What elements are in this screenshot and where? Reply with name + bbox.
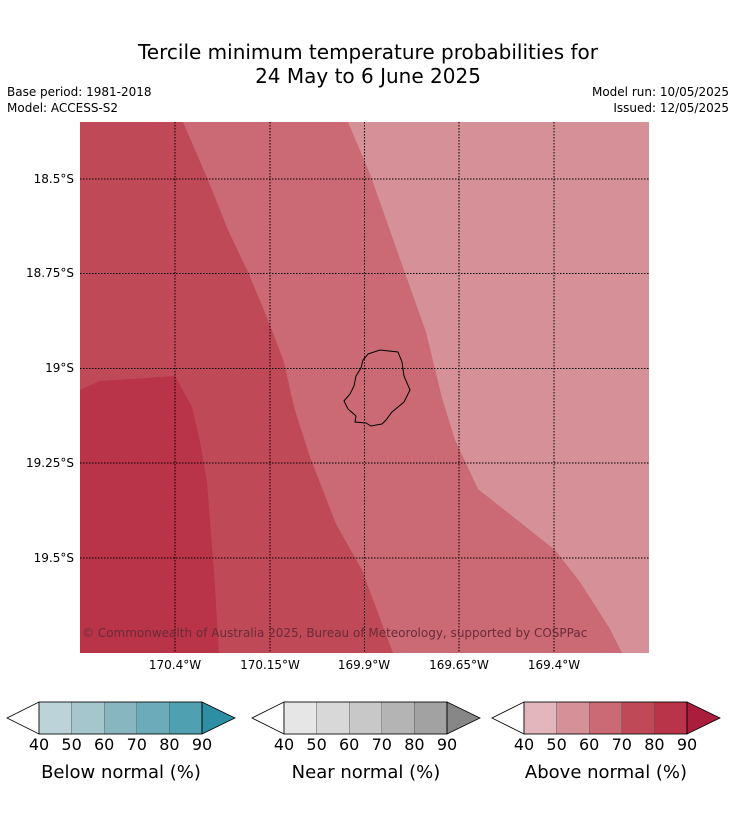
lon-label-170.15W: 170.15°W — [240, 658, 300, 672]
colorbar-below-normal — [6, 701, 236, 735]
lat-label-18.75S: 18.75°S — [26, 266, 74, 280]
lon-label-169.65W: 169.65°W — [429, 658, 489, 672]
below-extend-high — [201, 701, 236, 735]
near-colorbar-frame — [283, 701, 448, 735]
legend-above-normal: Above normal (%) 40 50 60 70 80 90 — [491, 700, 721, 800]
below-tick-60: 60 — [94, 735, 115, 754]
legend-title-above-normal: Above normal (%) — [524, 762, 688, 783]
near-extend-high — [446, 701, 481, 735]
below-segment-80 — [169, 701, 203, 735]
map-title-line-2: 24 May to 6 June 2025 — [255, 64, 481, 88]
near-segment-60 — [348, 701, 382, 735]
colorbar-above-normal — [491, 701, 721, 735]
lon-label-169.4W: 169.4°W — [527, 658, 581, 672]
issued-date: Issued: 12/05/2025 — [613, 101, 729, 115]
base-period: Base period: 1981-2018 — [7, 85, 152, 99]
below-segment-70 — [136, 701, 170, 735]
near-segment-70 — [381, 701, 415, 735]
legend-title-near-normal: Near normal (%) — [291, 762, 441, 783]
near-tick-90: 90 — [436, 735, 458, 754]
legend-below-normal: Below normal (%) 40 50 60 70 80 90 — [6, 700, 236, 800]
near-tick-80: 80 — [404, 735, 425, 754]
map-title-line-1: Tercile minimum temperature probabilitie… — [137, 40, 599, 64]
above-tick-40: 40 — [513, 735, 535, 754]
lat-label-19.25S: 19.25°S — [26, 456, 74, 470]
lat-label-19S: 19°S — [45, 361, 74, 375]
model-run: Model run: 10/05/2025 — [591, 85, 729, 99]
near-tick-40: 40 — [273, 735, 295, 754]
above-colorbar-frame — [523, 701, 688, 735]
below-tick-50: 50 — [61, 735, 82, 754]
legend-near-normal: Near normal (%) 40 50 60 70 80 90 — [251, 700, 481, 800]
graticule — [80, 122, 649, 653]
lon-label-169.9W: 169.9°W — [337, 658, 391, 672]
lat-label-19.5S: 19.5°S — [33, 551, 74, 565]
near-tick-60: 60 — [339, 735, 360, 754]
above-extend-high — [686, 701, 721, 735]
near-segment-50 — [316, 701, 350, 735]
above-segment-60 — [588, 701, 622, 735]
below-extend-low — [6, 701, 40, 735]
probability-map: © Commonwealth of Australia 2025, Bureau… — [80, 122, 649, 653]
near-tick-50: 50 — [306, 735, 327, 754]
below-segment-60 — [103, 701, 137, 735]
near-segment-80 — [414, 701, 448, 735]
above-segment-50 — [556, 701, 590, 735]
above-tick-70: 70 — [611, 735, 632, 754]
legend-title-below-normal: Below normal (%) — [41, 762, 201, 783]
lat-label-18.5S: 18.5°S — [33, 172, 74, 186]
map-canvas — [80, 122, 649, 653]
copyright-notice: © Commonwealth of Australia 2025, Bureau… — [82, 626, 588, 640]
above-tick-80: 80 — [644, 735, 665, 754]
below-tick-40: 40 — [28, 735, 50, 754]
lon-label-170.4W: 170.4°W — [148, 658, 202, 672]
island-outline — [343, 349, 411, 427]
near-segment-40 — [283, 701, 317, 735]
above-segment-70 — [621, 701, 655, 735]
below-colorbar-frame — [38, 701, 203, 735]
above-segment-80 — [654, 701, 688, 735]
meta-left: Base period: 1981-2018 Model: ACCESS-S2 — [7, 84, 152, 116]
zone-darkest — [80, 376, 219, 653]
near-tick-70: 70 — [371, 735, 392, 754]
below-tick-80: 80 — [159, 735, 180, 754]
above-tick-60: 60 — [579, 735, 600, 754]
below-tick-70: 70 — [126, 735, 147, 754]
above-segment-40 — [523, 701, 557, 735]
model-name: Model: ACCESS-S2 — [7, 101, 119, 115]
above-extend-low — [491, 701, 525, 735]
near-extend-low — [251, 701, 285, 735]
above-tick-50: 50 — [546, 735, 567, 754]
below-segment-40 — [38, 701, 72, 735]
above-tick-90: 90 — [676, 735, 698, 754]
below-segment-50 — [71, 701, 105, 735]
below-tick-90: 90 — [191, 735, 213, 754]
colorbar-near-normal — [251, 701, 481, 735]
meta-right: Model run: 10/05/2025 Issued: 12/05/2025 — [592, 84, 729, 116]
